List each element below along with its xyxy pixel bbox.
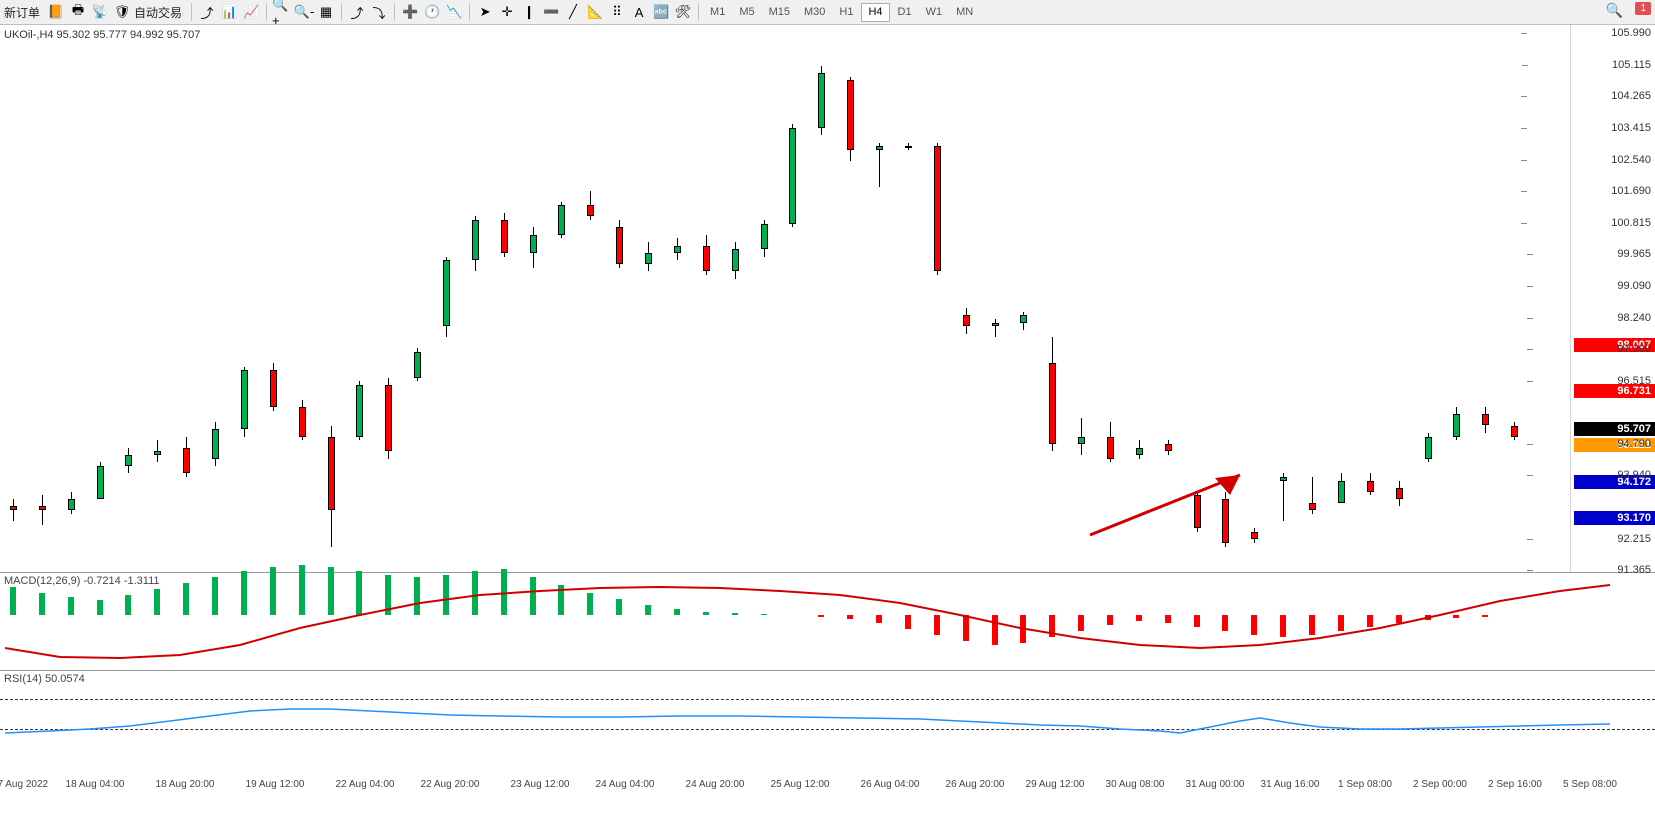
timeframe-w1[interactable]: W1 [920,3,949,22]
macd-label: MACD(12,26,9) -0.7214 -1.3111 [4,575,160,587]
timeframe-h4[interactable]: H4 [861,3,889,22]
xaxis-tick-7: 24 Aug 04:00 [596,779,655,790]
timeframe-m5[interactable]: M5 [733,3,760,22]
timeframe-mn[interactable]: MN [950,3,979,22]
new-order-icon[interactable]: 📙 [46,3,66,22]
xaxis-tick-13: 30 Aug 08:00 [1106,779,1165,790]
price-tick-105.115: 105.115 [1612,59,1651,71]
vline-icon[interactable]: ❙ [519,3,539,22]
price-tick-101.69: 101.690 [1611,185,1651,197]
chart-area: UKOil-,H4 95.302 95.777 94.992 95.707 98… [0,25,1655,817]
grid-icon[interactable]: ▦ [316,3,336,22]
macd-pane[interactable]: MACD(12,26,9) -0.7214 -1.3111 [0,573,1655,671]
timeframe-m30[interactable]: M30 [798,3,831,22]
xaxis-tick-11: 26 Aug 20:00 [946,779,1005,790]
price-tick-105.99: 105.990 [1611,27,1651,39]
zoom-out-icon[interactable]: 🔍- [294,3,314,22]
line-chart-icon[interactable]: 📈 [241,3,261,22]
text-icon[interactable]: A [629,3,649,22]
zoom-in-icon[interactable]: 🔍+ [272,3,292,22]
xaxis-tick-1: 18 Aug 04:00 [66,779,125,790]
timeframe-h1[interactable]: H1 [833,3,859,22]
auto-trading-icon[interactable]: 🛡 [112,3,132,22]
connect-icon[interactable]: 📡 [90,3,110,22]
auto-trading-label[interactable]: 自动交易 [134,4,182,21]
hline-icon[interactable]: ➖ [541,3,561,22]
price-tick-92.215: 92.215 [1617,533,1651,545]
new-order-label[interactable]: 新订单 [4,4,40,21]
price-axis[interactable]: 105.990 105.115 104.265 103.415 102.540 101.6… [1570,25,1655,572]
rsi-label: RSI(14) 50.0574 [4,673,85,685]
xaxis-tick-17: 2 Sep 00:00 [1413,779,1467,790]
dotted-line-icon[interactable]: ⠿ [607,3,627,22]
cursor-icon[interactable]: ➤ [475,3,495,22]
price-tick-93.94: 93.940 [1617,469,1651,481]
indicators-icon[interactable]: 📉 [444,3,464,22]
toolbar: 新订单 📙 🖶 📡 🛡 自动交易 ⤴ 📊 📈 🔍+ 🔍- ▦ ⤴ ⤵ ➕ 🕐 📉… [0,0,1655,25]
price-tick-99.09: 99.090 [1617,280,1651,292]
xaxis-tick-9: 25 Aug 12:00 [771,779,830,790]
xaxis-tick-10: 26 Aug 04:00 [861,779,920,790]
period-icon[interactable]: 🕐 [422,3,442,22]
price-tick-96.515: 96.515 [1617,375,1651,387]
new-chart-icon[interactable]: ⤴ [197,3,217,22]
price-tick-100.815: 100.815 [1611,217,1651,229]
xaxis-tick-8: 24 Aug 20:00 [686,779,745,790]
xaxis-tick-15: 31 Aug 16:00 [1261,779,1320,790]
trendline-icon[interactable]: ╱ [563,3,583,22]
crosshair-icon[interactable]: ✛ [497,3,517,22]
add-icon[interactable]: ➕ [400,3,420,22]
textbox-icon[interactable]: 🔤 [651,3,671,22]
price-pane[interactable]: UKOil-,H4 95.302 95.777 94.992 95.707 98… [0,25,1655,573]
xaxis-tick-5: 22 Aug 20:00 [421,779,480,790]
xaxis-tick-6: 23 Aug 12:00 [511,779,570,790]
price-tick-98.24: 98.240 [1617,312,1651,324]
symbol-info: UKOil-,H4 95.302 95.777 94.992 95.707 [4,29,200,41]
xaxis-tick-18: 2 Sep 16:00 [1488,779,1542,790]
price-tick-103.415: 103.415 [1611,122,1651,134]
candle-chart-icon[interactable]: 📊 [219,3,239,22]
timeframe-m1[interactable]: M1 [704,3,731,22]
scale-chart-icon[interactable]: ⤴ [347,3,367,22]
xaxis-tick-16: 1 Sep 08:00 [1338,779,1392,790]
timeframe-m15[interactable]: M15 [763,3,796,22]
search-icon[interactable]: 🔍 [1606,2,1623,19]
xaxis-tick-19: 5 Sep 08:00 [1563,779,1617,790]
rsi-line[interactable] [0,671,1655,779]
price-tick-102.54: 102.540 [1611,154,1651,166]
tools-icon[interactable]: 🛠 [673,3,693,22]
macd-signal-line[interactable] [0,573,1655,671]
price-tick-94.79: 94.790 [1617,438,1651,450]
xaxis-labels[interactable]: 17 Aug 2022 18 Aug 04:00 18 Aug 20:00 19… [0,779,1655,793]
xaxis-tick-4: 22 Aug 04:00 [336,779,395,790]
xaxis-tick-2: 18 Aug 20:00 [156,779,215,790]
rsi-pane[interactable]: RSI(14) 50.0574 [0,671,1655,779]
print-icon[interactable]: 🖶 [68,3,88,22]
scale-fix-icon[interactable]: ⤵ [369,3,389,22]
candlestick-series[interactable] [0,25,1655,572]
fib-icon[interactable]: 📐 [585,3,605,22]
timeframe-d1[interactable]: D1 [892,3,918,22]
xaxis-tick-0: 17 Aug 2022 [0,779,48,790]
xaxis-tick-14: 31 Aug 00:00 [1186,779,1245,790]
trend-arrow-annotation[interactable] [1085,460,1255,540]
price-tick-97.39: 97.390 [1617,343,1651,355]
xaxis-tick-12: 29 Aug 12:00 [1026,779,1085,790]
price-tick-104.265: 104.265 [1611,90,1651,102]
xaxis-tick-3: 19 Aug 12:00 [246,779,305,790]
notification-badge: 1 [1635,2,1651,15]
price-tick-99.965: 99.965 [1617,248,1651,260]
